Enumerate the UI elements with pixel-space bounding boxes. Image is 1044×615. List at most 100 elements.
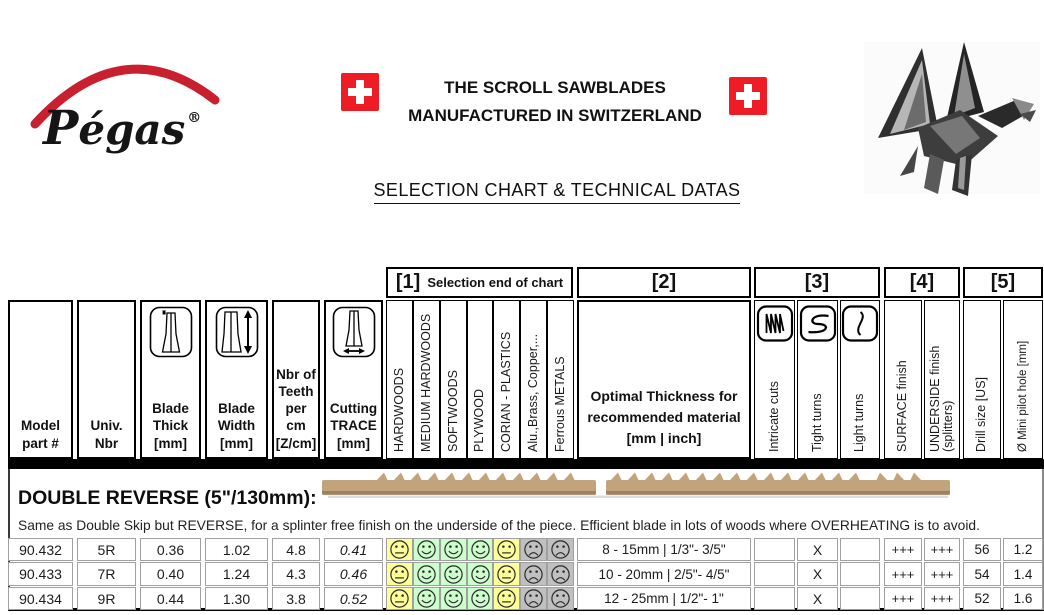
- material-header-6: Ferrous METALS: [547, 300, 574, 459]
- row0-rating2: [440, 538, 467, 561]
- row0-rating0: [386, 538, 413, 561]
- pegas-logo-graphic: Pégas ®: [30, 64, 220, 156]
- row1-surface: +++: [884, 562, 922, 586]
- row1-turn2: [840, 562, 880, 586]
- row2-turn1: X: [797, 587, 838, 610]
- row1-rating0: [386, 562, 413, 586]
- row1-spec0: 90.433: [8, 562, 73, 586]
- row2-turn2: [840, 587, 880, 610]
- size-header-label: Drill size [US]: [974, 376, 989, 452]
- row1-underside: +++: [924, 562, 960, 586]
- rating-smile-face-icon: [444, 540, 463, 559]
- rating-smile-face-icon: [417, 564, 436, 584]
- row2-rating0: [386, 587, 413, 610]
- rating-smile-face-icon: [444, 589, 463, 608]
- thickness-header-line3: [mm | inch]: [626, 430, 702, 446]
- row0-underside: +++: [924, 538, 960, 561]
- rating-frown-face-icon: [551, 540, 570, 559]
- group-1-number: [1]: [395, 271, 421, 293]
- page-subtitle: SELECTION CHART & TECHNICAL DATAS: [373, 180, 741, 204]
- material-header-label: PLYWOOD: [472, 389, 487, 452]
- row1-rating6: [547, 562, 574, 586]
- row1-spec1: 7R: [77, 562, 136, 586]
- tight-turns-icon: [799, 305, 836, 347]
- row0-turn1: X: [797, 538, 838, 561]
- rating-neutral-face-icon: [497, 564, 516, 584]
- row0-spec4: 4.8: [272, 538, 320, 561]
- swiss-flag-left-icon: [341, 73, 379, 111]
- row1-spec5: 0.46: [324, 562, 383, 586]
- logo-wordmark: Pégas ®: [41, 101, 201, 156]
- group-header-2: [2]: [577, 267, 751, 298]
- row0-spec1: 5R: [77, 538, 136, 561]
- row2-spec4: 3.8: [272, 587, 320, 610]
- rating-frown-face-icon: [524, 540, 543, 559]
- row1-drill: 54: [963, 562, 1001, 586]
- row1-rating1: [413, 562, 440, 586]
- spec-header-3: Blade Width [mm]: [205, 300, 268, 459]
- turns-header-label: Tight turns: [809, 393, 824, 452]
- finish-header-label: UNDERSIDE finish (splitters): [927, 345, 955, 452]
- row0-drill: 56: [963, 538, 1001, 561]
- row0-spec0: 90.432: [8, 538, 73, 561]
- row2-spec2: 0.44: [140, 587, 201, 610]
- pegasus-sculpture-image: [860, 40, 1044, 198]
- turns-header-label: Intricate cuts: [766, 381, 781, 452]
- row0-rating1: [413, 538, 440, 561]
- group-header-3: [3]: [754, 267, 880, 298]
- row2-drill: 52: [963, 587, 1001, 610]
- row2-rating1: [413, 587, 440, 610]
- rating-neutral-face-icon: [390, 540, 409, 559]
- spec-header-0: Model part #: [8, 300, 73, 459]
- blade-width-icon: [215, 306, 259, 363]
- rating-smile-face-icon: [444, 564, 463, 584]
- cutting-trace-icon: [332, 306, 376, 363]
- material-header-label: CORIAN - PLASTICS: [498, 331, 513, 452]
- rating-neutral-face-icon: [497, 540, 516, 559]
- spec-header-4: Nbr of Teeth per cm [Z/cm]: [272, 300, 320, 459]
- row0-spec5: 0.41: [324, 538, 383, 561]
- row2-spec5: 0.52: [324, 587, 383, 610]
- rating-frown-face-icon: [524, 564, 543, 584]
- rating-neutral-face-icon: [497, 589, 516, 608]
- material-header-0: HARDWOODS: [386, 300, 413, 459]
- spec-header-label: Cutting TRACE [mm]: [329, 401, 378, 451]
- row2-rating6: [547, 587, 574, 610]
- spec-header-label: Univ. Nbr: [90, 418, 123, 451]
- row1-rating2: [440, 562, 467, 586]
- size-header-0: Drill size [US]: [963, 300, 1001, 459]
- turns-header-1: Tight turns: [797, 300, 838, 459]
- rating-smile-face-icon: [417, 589, 436, 608]
- blade-thickness-icon: [149, 306, 193, 363]
- rating-frown-face-icon: [551, 564, 570, 584]
- turns-header-2: Light turns: [840, 300, 880, 459]
- row1-rating3: [467, 562, 493, 586]
- row2-spec0: 90.434: [8, 587, 73, 610]
- material-header-label: Alu.,Brass, Copper,...: [525, 333, 540, 452]
- material-header-5: Alu.,Brass, Copper,...: [520, 300, 547, 459]
- logo-arc: [30, 64, 220, 129]
- spec-header-5: Cutting TRACE [mm]: [324, 300, 383, 459]
- rating-frown-face-icon: [551, 589, 570, 608]
- row1-thickness: 10 - 20mm | 2/5"- 4/5": [577, 562, 751, 586]
- rating-smile-face-icon: [470, 564, 490, 584]
- row0-pilot: 1.2: [1003, 538, 1043, 561]
- thickness-header-line1: Optimal Thickness for: [590, 388, 738, 404]
- row1-spec3: 1.24: [205, 562, 268, 586]
- row1-rating4: [493, 562, 520, 586]
- size-header-label: Ø Mini pilot hole [mm]: [1016, 340, 1029, 452]
- group-1-label: Selection end of chart: [427, 275, 564, 290]
- section-description: Same as Double Skip but REVERSE, for a s…: [18, 518, 980, 533]
- row0-spec3: 1.02: [205, 538, 268, 561]
- page-title-line2: MANUFACTURED IN SWITZERLAND: [408, 106, 702, 125]
- material-header-label: Ferrous METALS: [552, 356, 567, 452]
- pegas-logo: Pégas ®: [25, 42, 225, 160]
- material-header-1: MEDIUM HARDWOODS: [413, 300, 440, 459]
- page-title-line1: THE SCROLL SAWBLADES: [444, 78, 666, 97]
- blade-photo: [318, 468, 954, 499]
- material-header-label: SOFTWOODS: [445, 370, 460, 452]
- thickness-header-line2: recommended material: [587, 409, 741, 425]
- row2-surface: +++: [884, 587, 922, 610]
- row2-rating4: [493, 587, 520, 610]
